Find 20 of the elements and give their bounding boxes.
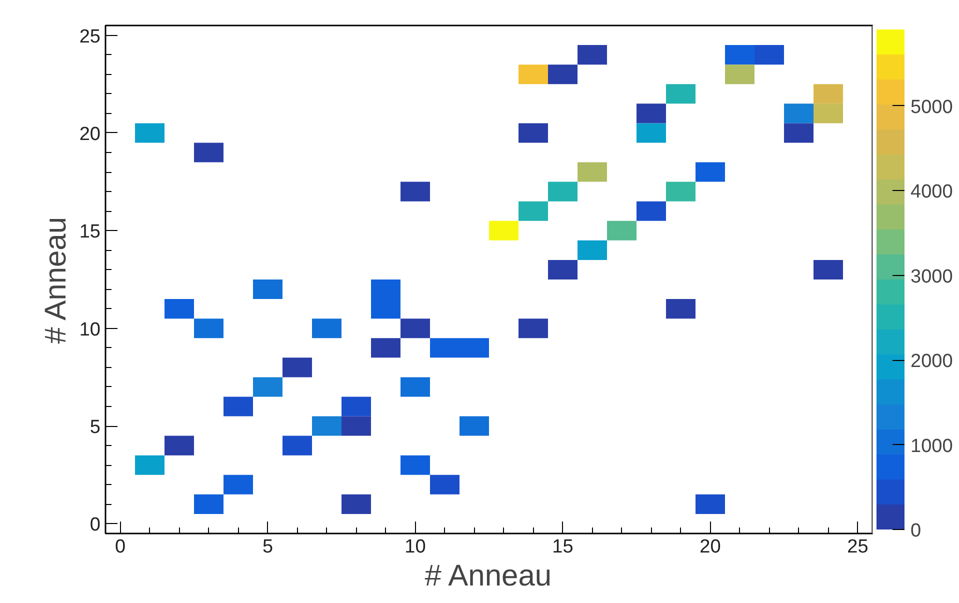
x-tick-label: 25 xyxy=(847,536,868,558)
y-tick-label: 20 xyxy=(79,124,101,145)
y-tick-label: 5 xyxy=(90,417,101,438)
y-tick-label: 15 xyxy=(79,222,101,243)
y-tick-label: 10 xyxy=(79,319,101,340)
y-tick-label: 25 xyxy=(79,26,101,48)
x-tick-label: 20 xyxy=(700,536,721,558)
x-tick-label: 5 xyxy=(262,536,274,558)
color-bar-label: 1000 xyxy=(910,436,953,457)
x-axis-title: # Anneau xyxy=(424,560,552,592)
color-bar-label: 3000 xyxy=(910,266,953,288)
y-tick-label: 0 xyxy=(90,514,101,536)
x-tick-label: 0 xyxy=(114,536,126,558)
x-tick-label: 15 xyxy=(552,536,574,558)
x-tick-label: 10 xyxy=(404,536,426,558)
y-axis-title: # Anneau xyxy=(39,216,72,344)
color-bar-label: 0 xyxy=(910,520,922,542)
color-bar-label: 2000 xyxy=(910,351,953,372)
color-bar-label: 5000 xyxy=(910,96,953,118)
color-bar-label: 4000 xyxy=(910,182,953,203)
